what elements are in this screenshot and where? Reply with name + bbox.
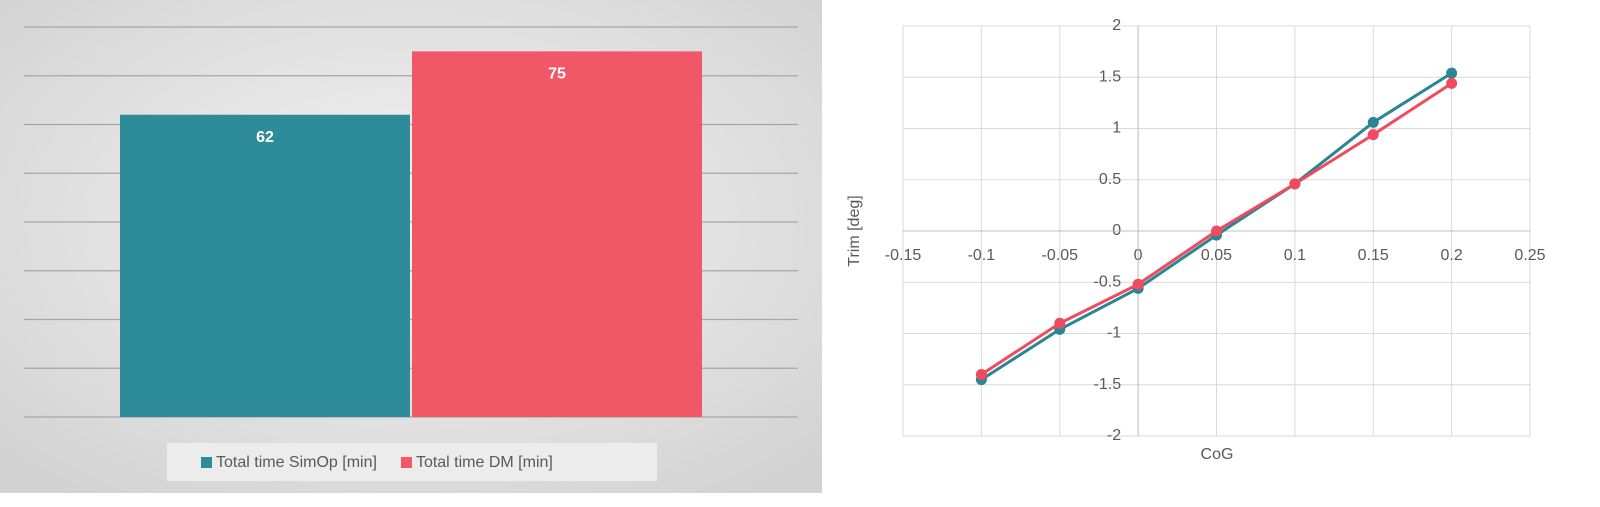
data-label: 75 [548, 66, 566, 83]
y-tick-label: -1 [1107, 325, 1121, 342]
y-tick-label: 1.5 [1099, 68, 1121, 85]
legend-swatch [400, 457, 412, 468]
point [1054, 317, 1066, 329]
bar [412, 51, 702, 417]
legend-label: Total time SimOp [min] [216, 454, 377, 471]
y-tick-label: -2 [1107, 427, 1121, 444]
legend-box [167, 443, 657, 481]
point [1289, 178, 1301, 190]
x-tick-label: 0.05 [1201, 247, 1232, 264]
point [975, 369, 987, 380]
x-tick-label: 0.1 [1284, 247, 1306, 264]
x-tick-label: -0.15 [885, 247, 922, 264]
x-tick-label: 0.15 [1358, 247, 1389, 264]
data-label: 62 [256, 129, 274, 146]
point [1367, 116, 1379, 128]
point [1446, 67, 1458, 79]
x-tick-label: -0.1 [968, 247, 996, 264]
legend-swatch [201, 457, 212, 468]
y-tick-label: 0.5 [1099, 171, 1121, 188]
y-tick-label: -1.5 [1094, 376, 1122, 393]
x-tick-label: 0.25 [1514, 247, 1545, 264]
bar [120, 114, 410, 417]
y-tick-label: 1 [1112, 120, 1121, 137]
point [1132, 278, 1144, 290]
point [1446, 77, 1458, 89]
y-tick-label: -0.5 [1094, 273, 1122, 290]
x-tick-label: 0.2 [1441, 247, 1463, 264]
y-tick-label: 2 [1112, 17, 1121, 34]
point [1211, 225, 1222, 237]
x-axis-label: CoG [1201, 446, 1234, 463]
x-tick-label: -0.05 [1042, 247, 1079, 264]
point [1367, 129, 1379, 141]
y-axis-label: Trim [deg] [846, 195, 863, 266]
legend-label: Total time DM [min] [416, 454, 553, 471]
